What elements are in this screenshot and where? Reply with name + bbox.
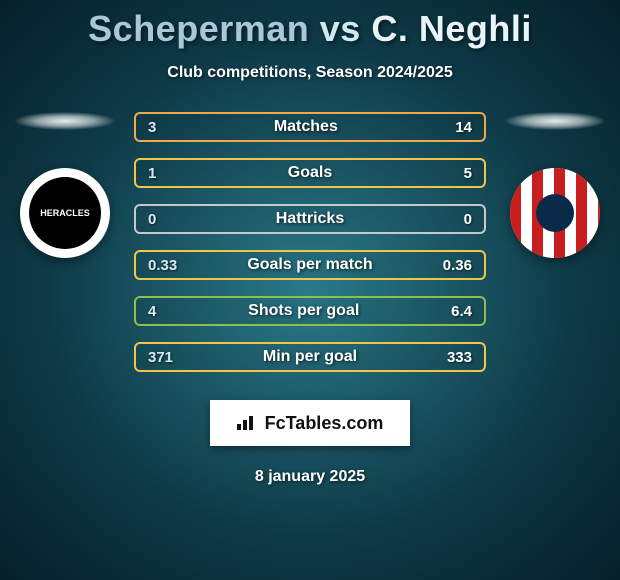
brand-text: FcTables.com [265, 413, 384, 434]
date-label: 8 january 2025 [0, 468, 620, 486]
comparison-title: Scheperman vs C. Neghli [0, 0, 620, 50]
stat-label: Min per goal [263, 348, 357, 366]
stat-value-right: 5 [464, 165, 472, 182]
stat-value-left: 0 [148, 211, 156, 228]
stat-label: Goals per match [247, 256, 372, 274]
stat-value-left: 0.33 [148, 257, 177, 274]
bar-chart-icon [237, 416, 259, 430]
heracles-text: HERACLES [40, 208, 90, 218]
player1-name: Scheperman [88, 8, 309, 49]
shadow-ellipse-left [15, 112, 115, 130]
stat-value-right: 14 [455, 119, 472, 136]
stat-value-right: 333 [447, 349, 472, 366]
subtitle: Club competitions, Season 2024/2025 [0, 64, 620, 82]
stat-value-right: 6.4 [451, 303, 472, 320]
club-badge-right [510, 168, 600, 258]
stat-value-right: 0.36 [443, 257, 472, 274]
stat-label: Matches [274, 118, 338, 136]
stat-value-left: 1 [148, 165, 156, 182]
stat-row: 4 Shots per goal 6.4 [134, 296, 486, 326]
stat-row: 1 Goals 5 [134, 158, 486, 188]
player2-name: C. Neghli [371, 8, 532, 49]
stat-value-left: 4 [148, 303, 156, 320]
stat-row: 3 Matches 14 [134, 112, 486, 142]
stat-value-right: 0 [464, 211, 472, 228]
stat-label: Goals [288, 164, 332, 182]
shadow-ellipse-right [505, 112, 605, 130]
content-row: HERACLES 3 Matches 14 1 Goals 5 0 Hattricks 0 0.3… [0, 112, 620, 388]
right-badge-column [500, 112, 610, 258]
stat-label: Shots per goal [248, 302, 359, 320]
stat-label: Hattricks [276, 210, 344, 228]
stat-row: 0.33 Goals per match 0.36 [134, 250, 486, 280]
stats-column: 3 Matches 14 1 Goals 5 0 Hattricks 0 0.33 Goals pe… [120, 112, 500, 388]
stat-row: 0 Hattricks 0 [134, 204, 486, 234]
sparta-ball-icon [536, 194, 574, 232]
brand-badge: FcTables.com [210, 400, 410, 446]
left-badge-column: HERACLES [10, 112, 120, 258]
vs-label: vs [320, 8, 361, 49]
club-badge-left: HERACLES [20, 168, 110, 258]
heracles-inner: HERACLES [29, 177, 101, 249]
stat-row: 371 Min per goal 333 [134, 342, 486, 372]
stat-value-left: 3 [148, 119, 156, 136]
stat-value-left: 371 [148, 349, 173, 366]
